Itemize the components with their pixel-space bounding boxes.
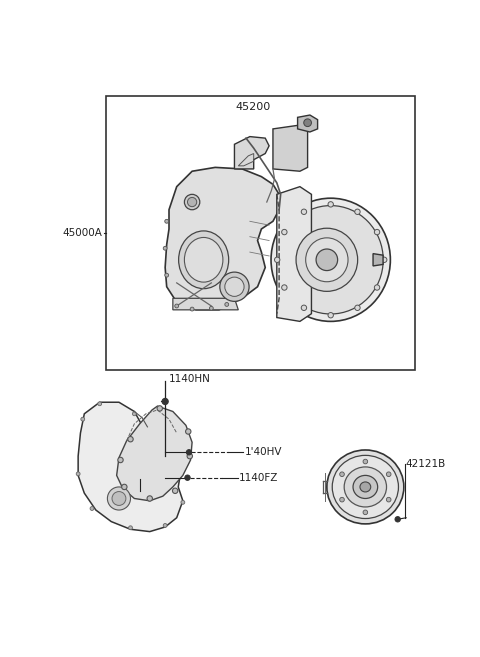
Circle shape <box>328 202 334 207</box>
Circle shape <box>374 229 380 235</box>
Circle shape <box>209 306 213 310</box>
Ellipse shape <box>360 482 371 492</box>
Circle shape <box>181 501 185 505</box>
Circle shape <box>301 305 307 311</box>
Circle shape <box>165 219 168 223</box>
Circle shape <box>301 209 307 214</box>
Circle shape <box>76 472 80 476</box>
Ellipse shape <box>306 238 348 282</box>
Ellipse shape <box>271 198 390 321</box>
Circle shape <box>172 488 178 493</box>
Circle shape <box>162 398 168 405</box>
Circle shape <box>188 197 197 207</box>
Circle shape <box>340 472 344 476</box>
Circle shape <box>275 257 280 263</box>
Polygon shape <box>165 168 279 310</box>
Text: 1140HN: 1140HN <box>169 374 211 384</box>
Circle shape <box>132 412 136 416</box>
Circle shape <box>395 516 400 522</box>
Circle shape <box>90 507 94 510</box>
Circle shape <box>112 491 126 505</box>
Circle shape <box>163 246 167 250</box>
Polygon shape <box>78 402 191 532</box>
Text: 1140FZ: 1140FZ <box>239 472 278 483</box>
Circle shape <box>190 307 194 311</box>
Ellipse shape <box>220 272 249 302</box>
Text: 1'40HV: 1'40HV <box>244 447 282 457</box>
Ellipse shape <box>332 455 398 518</box>
Ellipse shape <box>225 277 244 296</box>
Circle shape <box>363 459 368 464</box>
Text: 45000A: 45000A <box>63 228 103 238</box>
Ellipse shape <box>184 237 223 282</box>
Circle shape <box>157 406 162 411</box>
Circle shape <box>128 436 133 442</box>
Ellipse shape <box>353 476 378 499</box>
Polygon shape <box>173 298 238 310</box>
Circle shape <box>81 417 84 421</box>
Circle shape <box>147 496 153 501</box>
Polygon shape <box>117 406 192 501</box>
Circle shape <box>163 524 167 528</box>
Text: 45200: 45200 <box>235 102 271 112</box>
Polygon shape <box>298 115 318 132</box>
Circle shape <box>225 302 228 306</box>
Circle shape <box>363 510 368 514</box>
Ellipse shape <box>344 467 386 507</box>
Circle shape <box>184 194 200 210</box>
Ellipse shape <box>316 249 337 271</box>
Polygon shape <box>273 125 308 171</box>
Circle shape <box>175 304 179 308</box>
Circle shape <box>355 209 360 214</box>
Circle shape <box>340 497 344 502</box>
Circle shape <box>304 119 312 127</box>
Circle shape <box>98 402 102 406</box>
Circle shape <box>118 457 123 463</box>
Circle shape <box>185 475 190 480</box>
Circle shape <box>108 487 131 510</box>
Polygon shape <box>277 187 312 321</box>
Circle shape <box>186 449 192 455</box>
Circle shape <box>129 526 132 530</box>
Circle shape <box>382 257 387 263</box>
Circle shape <box>355 305 360 311</box>
Circle shape <box>386 497 391 502</box>
Circle shape <box>186 429 191 434</box>
Circle shape <box>187 453 192 459</box>
Circle shape <box>121 484 127 489</box>
Circle shape <box>328 313 334 318</box>
Polygon shape <box>234 137 269 169</box>
Circle shape <box>282 229 287 235</box>
Circle shape <box>386 472 391 476</box>
Polygon shape <box>373 254 383 266</box>
Ellipse shape <box>278 206 383 314</box>
Text: 42121B: 42121B <box>406 459 445 469</box>
Ellipse shape <box>179 231 228 288</box>
Ellipse shape <box>327 450 404 524</box>
Ellipse shape <box>296 228 358 291</box>
Circle shape <box>282 285 287 290</box>
Text: 1129LA: 1129LA <box>131 473 168 483</box>
Circle shape <box>374 285 380 290</box>
Circle shape <box>165 273 168 277</box>
